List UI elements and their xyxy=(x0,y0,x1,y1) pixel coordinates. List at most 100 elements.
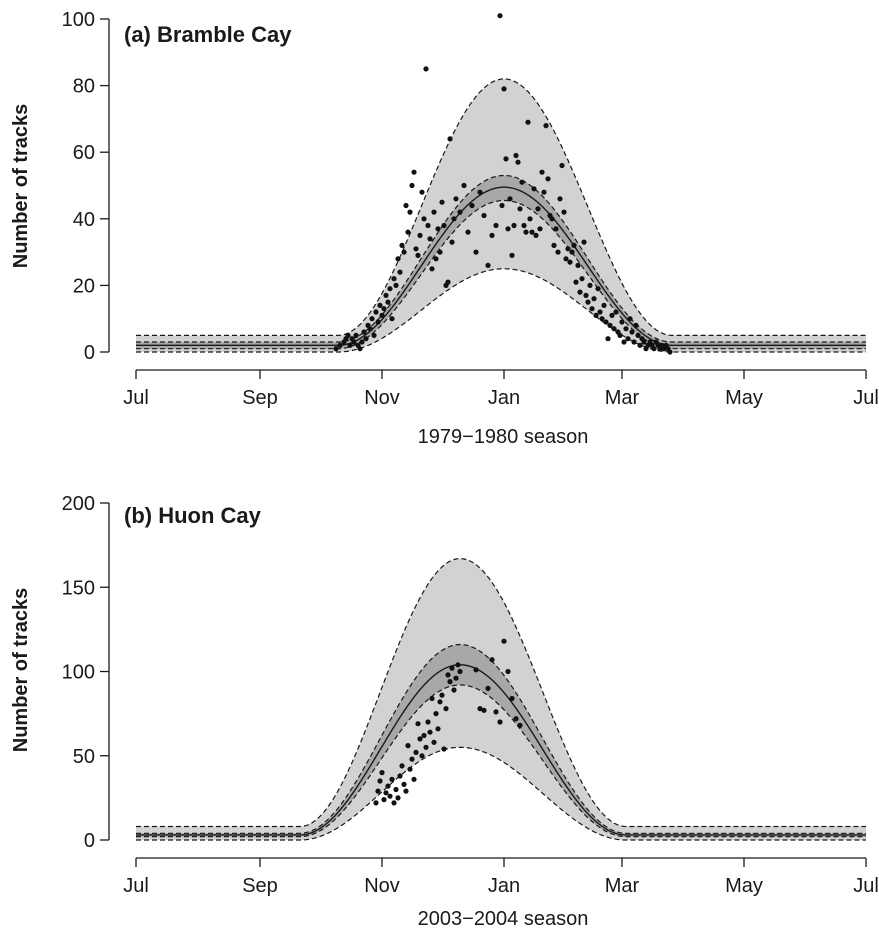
x-tick-label: May xyxy=(725,387,763,409)
data-point xyxy=(485,262,491,268)
data-point xyxy=(553,226,559,232)
outer-lower-bound xyxy=(136,746,866,841)
data-point xyxy=(539,169,545,175)
data-point xyxy=(565,246,571,252)
data-point xyxy=(439,199,445,205)
data-point xyxy=(525,119,531,125)
panel-title: (a) Bramble Cay xyxy=(124,22,292,47)
data-point xyxy=(507,196,513,202)
data-point xyxy=(359,339,365,345)
data-point xyxy=(637,342,643,348)
data-point xyxy=(375,788,381,794)
y-tick-label: 0 xyxy=(84,342,95,364)
data-point xyxy=(579,276,585,282)
data-point xyxy=(427,236,433,242)
data-point xyxy=(447,679,453,685)
data-point xyxy=(561,209,567,215)
x-tick-label: Sep xyxy=(242,875,278,897)
x-axis-label: 2003−2004 season xyxy=(418,908,589,930)
data-point xyxy=(383,790,389,796)
data-point xyxy=(473,667,479,673)
y-axis-label: Number of tracks xyxy=(10,104,32,269)
data-point xyxy=(413,246,419,252)
x-tick-label: Jan xyxy=(488,875,520,897)
fitted-curves xyxy=(136,78,866,353)
data-point xyxy=(401,249,407,255)
data-point xyxy=(395,795,401,801)
data-point xyxy=(473,249,479,255)
observed-points xyxy=(333,13,673,355)
y-tick-label: 80 xyxy=(73,76,95,98)
data-point xyxy=(347,342,353,348)
data-point xyxy=(523,229,529,235)
data-point xyxy=(545,176,551,182)
fitted-curves xyxy=(136,557,866,841)
data-point xyxy=(405,743,411,749)
fitted-mean-line xyxy=(136,186,866,346)
data-point xyxy=(367,326,373,332)
data-point xyxy=(421,732,427,739)
data-point xyxy=(533,232,539,238)
data-point xyxy=(633,322,639,328)
data-point xyxy=(411,776,417,782)
data-point xyxy=(451,216,457,222)
data-point xyxy=(333,346,339,352)
data-point xyxy=(489,232,495,238)
data-point xyxy=(445,279,451,285)
axes: Jul Sep Nov Jan Mar May Jul 0 20 40 60 80 100 xyxy=(62,9,879,409)
data-point xyxy=(395,256,401,262)
data-point xyxy=(575,262,581,268)
data-point xyxy=(385,299,391,305)
panel-title: (b) Huon Cay xyxy=(124,503,262,528)
y-tick-label: 150 xyxy=(62,577,95,599)
data-point xyxy=(613,309,619,315)
data-point xyxy=(371,332,377,338)
x-tick-label: Jul xyxy=(123,875,149,897)
data-point xyxy=(455,662,461,668)
data-point xyxy=(433,711,439,717)
prediction-bands xyxy=(136,78,866,353)
data-point xyxy=(501,86,507,92)
x-tick-label: Mar xyxy=(605,875,640,897)
data-point xyxy=(585,299,591,305)
y-tick-label: 50 xyxy=(73,746,95,768)
data-point xyxy=(377,302,383,308)
data-point xyxy=(555,249,561,255)
y-tick-label: 0 xyxy=(84,830,95,852)
data-point xyxy=(387,793,393,799)
data-point xyxy=(541,189,547,195)
data-point xyxy=(517,722,523,729)
data-point xyxy=(379,770,385,776)
data-point xyxy=(433,256,439,262)
data-point xyxy=(429,266,435,272)
data-point xyxy=(381,797,387,803)
data-point xyxy=(529,229,535,235)
data-point xyxy=(369,316,375,322)
data-point xyxy=(409,756,415,762)
data-point xyxy=(377,778,383,784)
data-point xyxy=(363,336,369,342)
data-point xyxy=(527,216,533,222)
panel-bramble-cay: (a) Bramble Cay Number of tracks 1979−19… xyxy=(10,9,879,448)
panel-huon-cay: (b) Huon Cay Number of tracks 2003−2004 … xyxy=(10,493,879,930)
data-point xyxy=(583,292,589,298)
x-tick-label: Sep xyxy=(242,387,278,409)
data-point xyxy=(345,332,351,338)
data-point xyxy=(393,786,399,793)
data-point xyxy=(497,13,503,19)
data-point xyxy=(423,744,429,750)
data-point xyxy=(503,156,509,162)
x-tick-label: Nov xyxy=(364,875,400,897)
data-point xyxy=(571,242,577,248)
data-point xyxy=(477,189,483,195)
prediction-bands xyxy=(136,558,866,840)
data-point xyxy=(419,753,425,759)
observed-points xyxy=(373,638,523,806)
data-point xyxy=(511,222,517,229)
data-point xyxy=(469,202,475,209)
inner-lower-bound xyxy=(136,684,866,838)
data-point xyxy=(373,309,379,315)
data-point xyxy=(417,232,423,238)
data-point xyxy=(601,302,607,308)
